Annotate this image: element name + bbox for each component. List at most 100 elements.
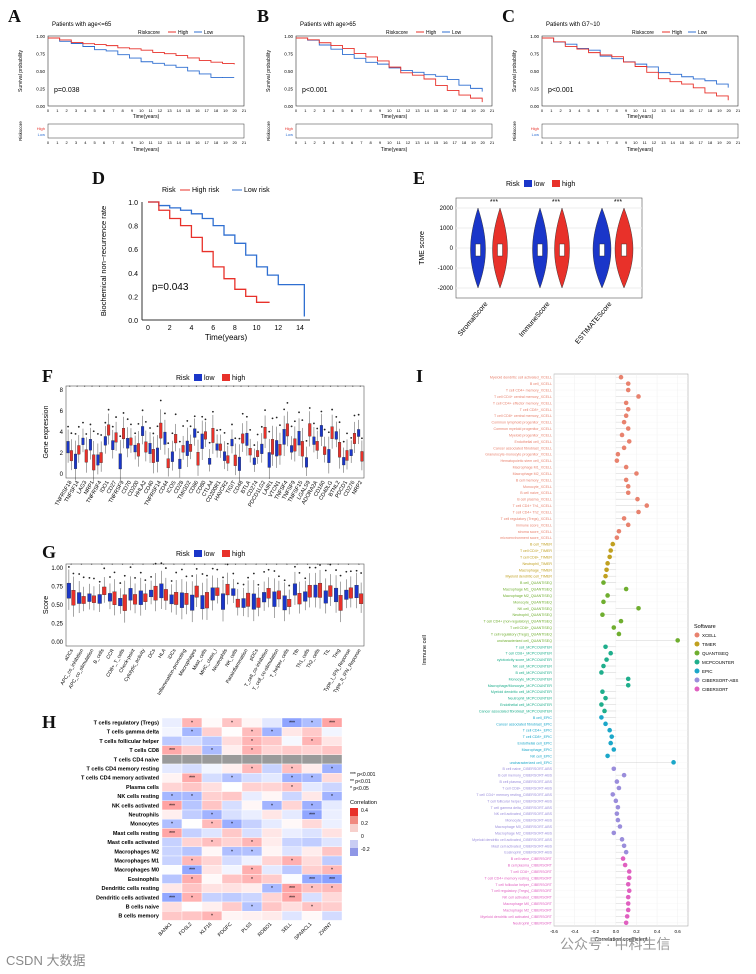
i-cell-label: Macrophage_EPIC bbox=[522, 748, 553, 752]
box-sig: * bbox=[263, 384, 265, 389]
i-cell-label: Macrophage M2_QUANTISEQ bbox=[503, 594, 552, 598]
h-cell bbox=[301, 763, 323, 774]
box-high bbox=[143, 593, 148, 602]
i-cell-label: T cell regulatory (Tregs)_QUANTISEQ bbox=[491, 632, 552, 636]
box-low bbox=[111, 440, 115, 450]
h-cell-sig: * bbox=[211, 840, 213, 846]
box-outlier bbox=[335, 415, 338, 418]
i-point bbox=[610, 541, 616, 547]
h-cell bbox=[161, 782, 183, 792]
i-cell-label: Myeloid dendritic cell activated_CIBERSO… bbox=[480, 915, 552, 919]
e-ytick: 1000 bbox=[440, 226, 454, 232]
box-sig: * bbox=[225, 384, 227, 389]
i-cell-label: T cell CD8+_TIMER bbox=[520, 555, 552, 559]
d-pvalue: p=0.043 bbox=[152, 282, 189, 293]
box-sig: * bbox=[348, 562, 350, 567]
h-colorbar-step bbox=[350, 808, 358, 816]
box-outlier bbox=[72, 572, 75, 575]
i-point bbox=[625, 683, 631, 688]
i-point bbox=[623, 400, 629, 406]
box-sig: * bbox=[352, 384, 354, 389]
h-cell-sig: * bbox=[251, 905, 253, 911]
box-outlier bbox=[119, 582, 122, 584]
e-ytick: -1000 bbox=[438, 266, 454, 272]
h-cell-sig: * bbox=[311, 721, 313, 727]
h-cell bbox=[181, 763, 203, 774]
km-xtick: 4 bbox=[332, 108, 335, 113]
risk-table-low: Low bbox=[532, 132, 539, 137]
box-sig: * bbox=[292, 384, 294, 389]
box-outlier bbox=[216, 568, 219, 571]
h-cell-sig: * bbox=[331, 868, 333, 874]
i-axes-box bbox=[553, 373, 689, 927]
box-outlier bbox=[226, 442, 229, 445]
box-low bbox=[304, 457, 308, 468]
h-cell bbox=[301, 910, 323, 921]
h-colorbar-step bbox=[350, 832, 358, 840]
km-xtick: 21 bbox=[490, 108, 495, 113]
h-cell-sig: * bbox=[331, 767, 333, 773]
box-outlier bbox=[96, 432, 99, 435]
km-ytick: 0.75 bbox=[36, 52, 45, 57]
d-ytick: 0.2 bbox=[128, 294, 138, 301]
d-xtick: 2 bbox=[168, 325, 172, 332]
box-sig: * bbox=[153, 562, 155, 567]
box-high bbox=[189, 444, 193, 452]
box-outlier bbox=[267, 568, 270, 571]
i-legend-item: XCELL bbox=[702, 633, 717, 638]
h-cell bbox=[221, 901, 243, 912]
risk-table-xtick: 5 bbox=[342, 140, 345, 145]
h-cell bbox=[261, 855, 283, 866]
box-high bbox=[92, 454, 96, 471]
km-xtick: 10 bbox=[139, 108, 144, 113]
h-cell bbox=[181, 782, 203, 792]
i-point bbox=[625, 907, 631, 913]
d-legend-low: Low risk bbox=[244, 187, 270, 194]
risk-table-xtick: 11 bbox=[397, 140, 402, 145]
km-legend-high: High bbox=[178, 30, 189, 36]
d-ytick: 1.0 bbox=[128, 200, 138, 207]
h-cell bbox=[161, 763, 183, 774]
h-cell bbox=[261, 754, 283, 765]
box-low bbox=[126, 438, 130, 449]
h-cell-sig: * bbox=[271, 730, 273, 736]
e-legend-high: high bbox=[562, 181, 575, 188]
box-high bbox=[256, 450, 260, 457]
h-cell-sig: * bbox=[191, 895, 193, 901]
h-cell bbox=[321, 782, 343, 792]
box-high bbox=[159, 422, 163, 439]
i-cell-label: T cell follicular helper_CIBERSORT bbox=[495, 883, 552, 887]
i-cell-label: T cell regulatory (Tregs)_CIBERSORT bbox=[491, 889, 553, 893]
h-cell bbox=[321, 726, 343, 737]
h-cell bbox=[161, 855, 183, 866]
box-low bbox=[74, 453, 78, 469]
risk-table-xtick: 5 bbox=[588, 140, 591, 145]
km-legend-low: Low bbox=[204, 30, 214, 36]
km-xtick: 1 bbox=[304, 108, 307, 113]
h-col-label: PDGFC bbox=[217, 921, 234, 938]
box-outlier bbox=[156, 425, 159, 428]
i-point bbox=[616, 785, 622, 791]
box-high bbox=[203, 431, 207, 440]
h-cell bbox=[221, 874, 243, 884]
box-high bbox=[114, 432, 118, 443]
h-cell-sig: * bbox=[211, 914, 213, 920]
box-sig: * bbox=[214, 562, 216, 567]
box-legend-title: Risk bbox=[176, 375, 190, 382]
box-outlier bbox=[70, 432, 73, 435]
km-axes-box bbox=[47, 35, 245, 107]
panel-label-h: H bbox=[42, 712, 57, 732]
box-sig: * bbox=[114, 384, 116, 389]
i-point bbox=[635, 496, 640, 502]
box-sig: * bbox=[188, 384, 190, 389]
box-outlier bbox=[314, 566, 317, 569]
box-low bbox=[251, 593, 256, 610]
box-category: B_cells bbox=[92, 648, 106, 665]
box-low bbox=[138, 590, 143, 605]
box-sig: * bbox=[163, 562, 165, 567]
h-col-label: KLF16 bbox=[199, 921, 214, 936]
box-sig: * bbox=[151, 384, 153, 389]
i-point bbox=[626, 869, 632, 874]
h-cell-sig: *** bbox=[189, 776, 195, 782]
